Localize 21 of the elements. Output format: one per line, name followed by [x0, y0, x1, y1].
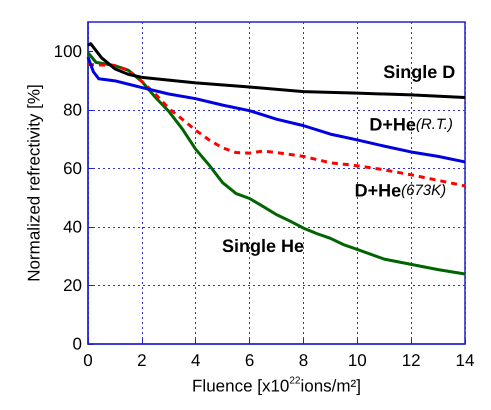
y-tick-label: 60 [63, 158, 82, 178]
line-series [86, 42, 466, 100]
y-tick-label: 0 [72, 334, 82, 354]
x-tick-label: 4 [190, 351, 200, 370]
y-tick-label: 40 [63, 217, 82, 236]
series-label: Single He [222, 236, 304, 256]
series-label: Single D [383, 62, 456, 82]
y-tick-label: 20 [63, 276, 82, 295]
x-tick-label: 12 [402, 351, 421, 370]
y-axis-title: Normalized refrectivity [%] [24, 84, 44, 282]
x-tick-label: 8 [298, 351, 308, 370]
line-series [86, 56, 466, 164]
y-tick-label: 80 [63, 100, 82, 120]
series-label: D+He(R.T.) [369, 114, 453, 134]
series-label: D+He(673K) [354, 180, 446, 200]
y-tick-label: 100 [54, 42, 82, 61]
x-tick-label: 14 [456, 351, 474, 370]
x-tick-label: 6 [244, 351, 254, 370]
line-series [86, 51, 466, 276]
x-tick-label: 2 [137, 351, 147, 370]
x-tick-label: 10 [348, 351, 367, 370]
